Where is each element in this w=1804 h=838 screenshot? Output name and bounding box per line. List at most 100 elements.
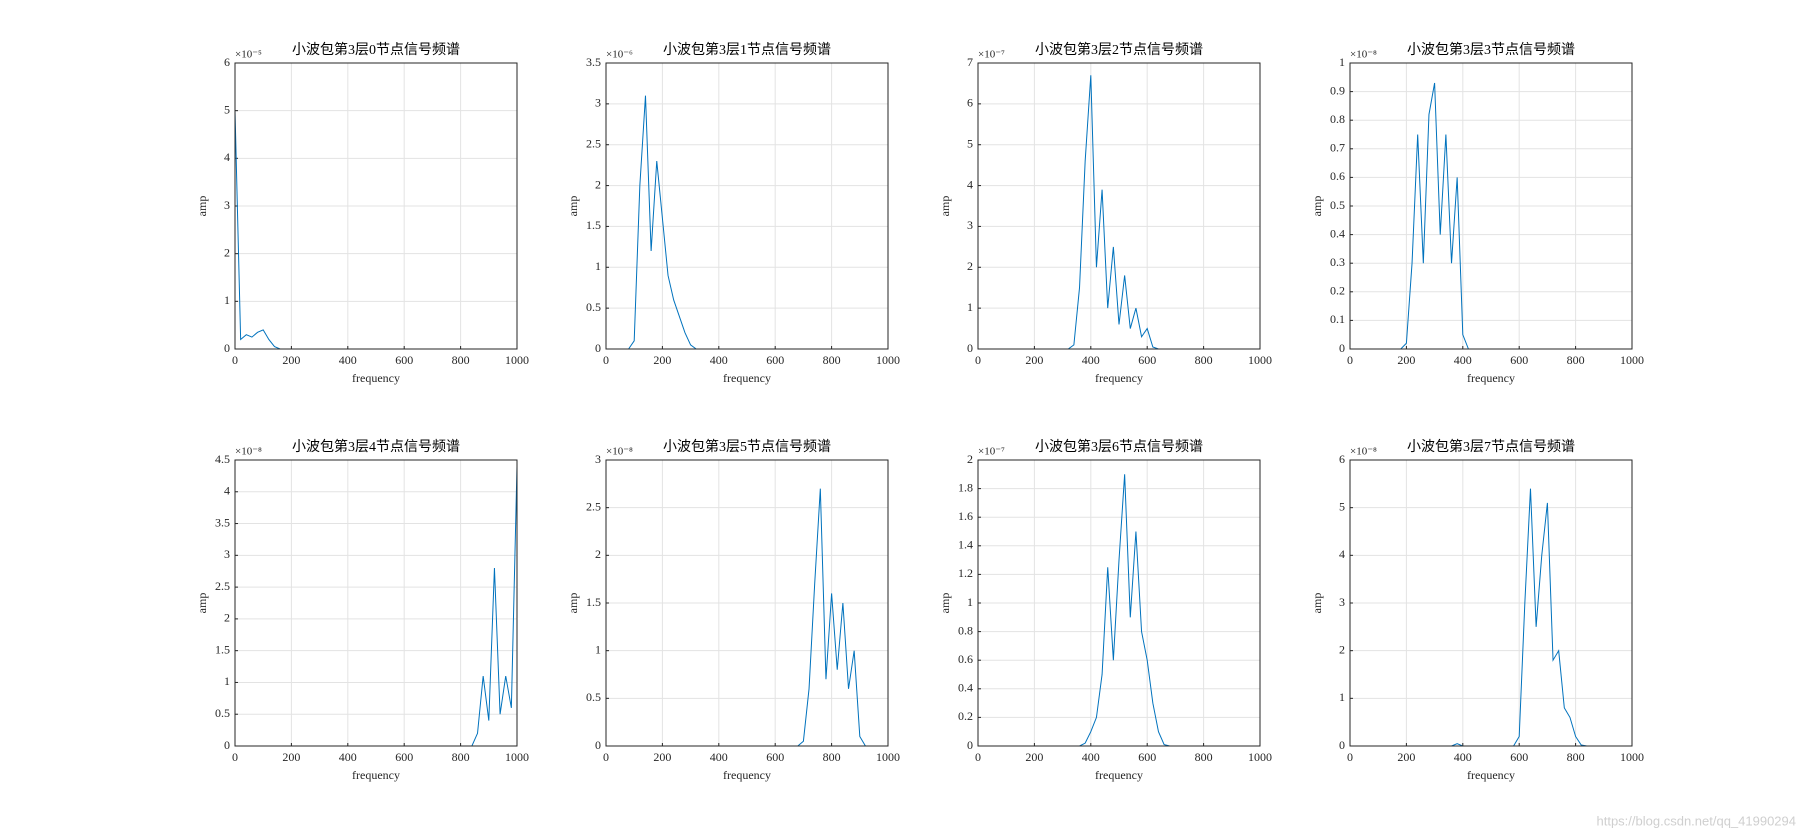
y-tick-label: 0.5: [215, 706, 230, 720]
y-axis-label: amp: [566, 196, 580, 217]
y-tick-label: 4: [967, 177, 973, 191]
y-tick-label: 1.4: [958, 538, 973, 552]
x-tick-label: 800: [1567, 353, 1585, 367]
x-tick-label: 400: [1082, 750, 1100, 764]
y-tick-label: 0: [595, 341, 601, 355]
x-tick-label: 200: [282, 353, 300, 367]
y-multiplier: ×10⁻⁸: [1350, 49, 1377, 61]
x-tick-label: 400: [1454, 750, 1472, 764]
x-tick-label: 0: [603, 750, 609, 764]
y-tick-label: 7: [967, 55, 973, 69]
x-tick-label: 1000: [876, 353, 900, 367]
plot-area: [235, 460, 517, 746]
y-tick-label: 0.6: [1330, 169, 1345, 183]
x-tick-label: 400: [339, 750, 357, 764]
watermark: https://blog.csdn.net/qq_41990294: [1597, 813, 1797, 828]
y-tick-label: 0.5: [586, 690, 601, 704]
y-tick-label: 2: [967, 259, 973, 273]
chart-title: 小波包第3层5节点信号频谱: [663, 438, 831, 455]
y-tick-label: 0.8: [958, 623, 973, 637]
chart-title: 小波包第3层6节点信号频谱: [1035, 438, 1203, 455]
y-tick-label: 2.5: [586, 499, 601, 513]
y-tick-label: 0.2: [1330, 284, 1345, 298]
x-tick-label: 800: [1195, 750, 1213, 764]
x-tick-label: 1000: [1248, 750, 1272, 764]
y-tick-label: 2: [1339, 642, 1345, 656]
axes-box: [234, 459, 518, 747]
x-axis-label: frequency: [723, 371, 771, 385]
x-tick-label: 600: [1510, 750, 1528, 764]
x-tick-label: 200: [1025, 353, 1043, 367]
subplot: 0 200 400 600 800 1000 0 1 2 3 4 5 6 7 小波包第3层2节点信号频谱 ×1…: [938, 41, 1272, 385]
x-axis-label: frequency: [1095, 768, 1143, 782]
axes-box: [977, 62, 1261, 350]
y-tick-label: 0: [1339, 341, 1345, 355]
x-tick-label: 600: [395, 750, 413, 764]
y-axis-label: amp: [938, 593, 952, 614]
x-tick-label: 1000: [505, 353, 529, 367]
axes-box: [234, 62, 518, 350]
chart-title: 小波包第3层2节点信号频谱: [1035, 41, 1203, 58]
y-tick-label: 1: [1339, 690, 1345, 704]
y-multiplier: ×10⁻⁸: [606, 446, 633, 458]
axes-box: [605, 459, 889, 747]
y-tick-label: 3: [1339, 595, 1345, 609]
x-tick-label: 600: [1510, 353, 1528, 367]
y-tick-label: 1: [595, 259, 601, 273]
y-tick-label: 2.5: [586, 136, 601, 150]
plot-area: [606, 63, 888, 349]
y-tick-label: 3.5: [586, 55, 601, 69]
y-tick-label: 1: [224, 674, 230, 688]
x-tick-label: 1000: [1248, 353, 1272, 367]
y-tick-label: 1: [967, 300, 973, 314]
x-axis-label: frequency: [1467, 768, 1515, 782]
y-tick-label: 2: [595, 547, 601, 561]
axes-box: [605, 62, 889, 350]
y-axis-label: amp: [195, 593, 209, 614]
y-tick-label: 0: [595, 738, 601, 752]
y-tick-label: 5: [1339, 499, 1345, 513]
y-tick-label: 4: [224, 150, 230, 164]
y-tick-label: 4.5: [215, 452, 230, 466]
y-multiplier: ×10⁻⁷: [978, 446, 1005, 458]
axes-box: [977, 459, 1261, 747]
y-tick-label: 0.4: [958, 681, 973, 695]
y-tick-label: 5: [967, 136, 973, 150]
x-tick-label: 200: [653, 750, 671, 764]
y-tick-label: 0.2: [958, 709, 973, 723]
y-tick-label: 2.5: [215, 579, 230, 593]
y-tick-label: 6: [967, 96, 973, 110]
x-tick-label: 400: [710, 353, 728, 367]
x-tick-label: 1000: [1620, 353, 1644, 367]
y-tick-label: 0.7: [1330, 141, 1345, 155]
subplot: 0 200 400 600 800 1000 0 0.2 0.4 0.6 0.8 1 1.2 1.4 1.6…: [938, 438, 1272, 782]
y-multiplier: ×10⁻⁸: [235, 446, 262, 458]
y-tick-label: 2: [967, 452, 973, 466]
y-axis-label: amp: [566, 593, 580, 614]
y-multiplier: ×10⁻⁷: [978, 49, 1005, 61]
y-tick-label: 3: [595, 96, 601, 110]
y-tick-label: 6: [1339, 452, 1345, 466]
x-tick-label: 800: [823, 353, 841, 367]
y-tick-label: 1.5: [215, 642, 230, 656]
x-tick-label: 0: [1347, 750, 1353, 764]
chart-title: 小波包第3层1节点信号频谱: [663, 41, 831, 58]
y-tick-label: 3: [595, 452, 601, 466]
y-multiplier: ×10⁻⁶: [606, 49, 633, 61]
y-tick-label: 4: [224, 484, 230, 498]
chart-title: 小波包第3层0节点信号频谱: [292, 41, 460, 58]
x-axis-label: frequency: [1095, 371, 1143, 385]
x-tick-label: 1000: [876, 750, 900, 764]
plot-area: [978, 63, 1260, 349]
x-tick-label: 200: [653, 353, 671, 367]
axes-box: [1349, 459, 1633, 747]
x-tick-label: 800: [1195, 353, 1213, 367]
x-tick-label: 600: [766, 353, 784, 367]
y-tick-label: 3: [967, 218, 973, 232]
x-tick-label: 800: [823, 750, 841, 764]
y-axis-label: amp: [1310, 196, 1324, 217]
x-tick-label: 200: [1397, 353, 1415, 367]
x-axis-label: frequency: [723, 768, 771, 782]
x-tick-label: 1000: [1620, 750, 1644, 764]
